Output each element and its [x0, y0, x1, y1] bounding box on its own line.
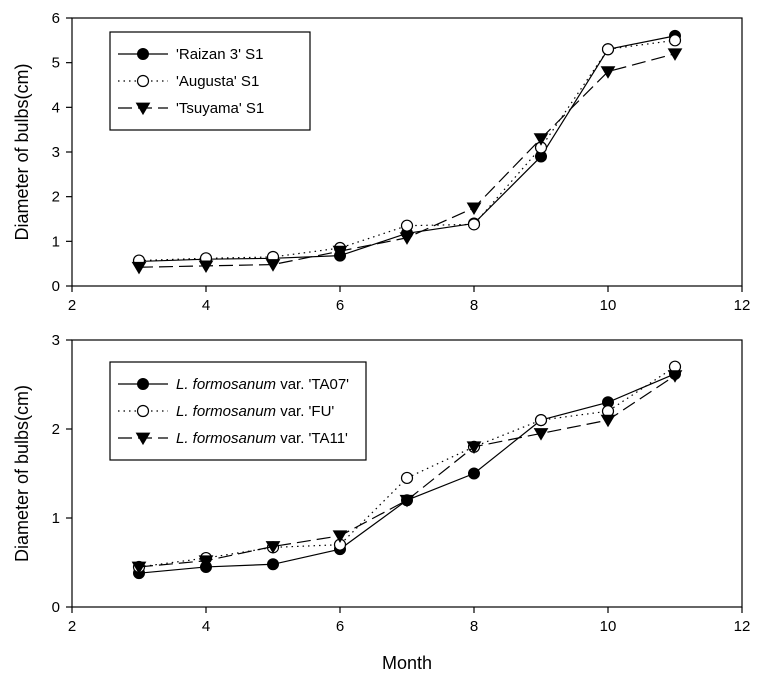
top-series-3-point	[466, 202, 482, 215]
bottom-legend-marker-3	[135, 432, 151, 446]
bottom-series-3-point	[265, 541, 281, 554]
top-series-3-point	[131, 261, 147, 275]
top-x-tick-label: 2	[68, 297, 76, 314]
bottom-series-3	[131, 370, 683, 575]
top-series-3-point	[600, 66, 616, 79]
top-legend: 'Raizan 3' S1 'Augusta' S1 'Tsuyama' S1	[109, 31, 311, 131]
bottom-y-tick-label: 3	[52, 332, 60, 349]
bottom-x-tick-label: 12	[734, 618, 751, 635]
bottom-series-3-point	[332, 530, 348, 543]
top-y-tick-label: 1	[52, 233, 60, 250]
top-y-tick-label: 6	[52, 10, 60, 27]
top-series-2-point	[668, 34, 682, 47]
top-y-axis-title: Diameter of bulbs(cm)	[12, 63, 32, 240]
bottom-series-3-line	[138, 375, 676, 568]
bottom-y-tick-label: 0	[52, 599, 60, 616]
bottom-plot-frame	[71, 339, 743, 608]
bottom-x-tick-label: 4	[202, 618, 210, 635]
bottom-series-3-point	[667, 370, 683, 383]
bottom-series-3-point	[600, 414, 616, 428]
bottom-series-3-point	[131, 561, 147, 575]
bottom-legend-marker-2	[136, 404, 150, 418]
bottom-series-1-point	[267, 558, 279, 571]
top-series-2-point	[400, 219, 414, 232]
top-y-tick-label: 5	[52, 55, 60, 72]
top-legend-label-1: 'Raizan 3' S1	[176, 46, 263, 63]
bottom-series-2-point	[400, 471, 414, 485]
top-series-2-line	[138, 39, 676, 262]
bottom-legend-label-3: L. formosanum var. 'TA11'	[176, 430, 348, 447]
top-legend-marker-1	[137, 48, 149, 60]
bottom-series-3-point	[399, 494, 415, 508]
bottom-legend-label-1: L. formosanum var. 'TA07'	[176, 376, 349, 393]
bottom-y-axis-title: Diameter of bulbs(cm)	[12, 385, 32, 562]
top-series-3-point	[265, 259, 281, 272]
top-series-3-point	[332, 245, 348, 259]
top-y-tick-label: 3	[52, 144, 60, 161]
bottom-series-2-point	[534, 414, 548, 427]
top-x-tick-label: 12	[734, 297, 751, 314]
top-x-tick-label: 10	[600, 297, 617, 314]
bottom-legend-box	[109, 361, 367, 461]
bottom-series-1-point	[468, 467, 480, 480]
bottom-series-3-point	[533, 428, 549, 441]
bottom-series-3-point	[198, 555, 214, 568]
bottom-y-tick-label: 1	[52, 510, 60, 527]
top-series-2-point	[601, 43, 615, 56]
top-x-tick-label: 8	[470, 297, 478, 314]
bottom-legend-label-2: L. formosanum var. 'FU'	[176, 403, 334, 420]
top-series-3	[131, 48, 683, 275]
bottom-x-tick-label: 6	[336, 618, 344, 635]
bottom-x-tick-label: 8	[470, 618, 478, 635]
top-y-tick-label: 2	[52, 189, 60, 206]
top-legend-marker-3	[135, 102, 151, 116]
bottom-x-axis-title: Month	[382, 653, 432, 673]
top-series-3-point	[533, 133, 549, 146]
top-series-3-point	[399, 232, 415, 245]
bottom-legend: L. formosanum var. 'TA07' L. formosanum v…	[109, 361, 367, 461]
top-series-3-point	[198, 260, 214, 274]
top-legend-label-3: 'Tsuyama' S1	[176, 100, 264, 117]
top-x-tick-label: 6	[336, 297, 344, 314]
top-series-3-point	[667, 48, 683, 61]
top-legend-marker-2	[136, 74, 150, 88]
top-series-2-point	[467, 218, 481, 231]
bottom-y-tick-label: 2	[52, 421, 60, 438]
top-legend-label-2: 'Augusta' S1	[176, 73, 259, 90]
bottom-series-3-point	[466, 441, 482, 454]
bottom-legend-marker-1	[137, 378, 149, 390]
bottom-x-tick-label: 2	[68, 618, 76, 635]
bottom-x-tick-label: 10	[600, 618, 617, 635]
top-y-tick-label: 0	[52, 278, 60, 295]
top-x-tick-label: 4	[202, 297, 210, 314]
top-y-tick-label: 4	[52, 99, 60, 116]
